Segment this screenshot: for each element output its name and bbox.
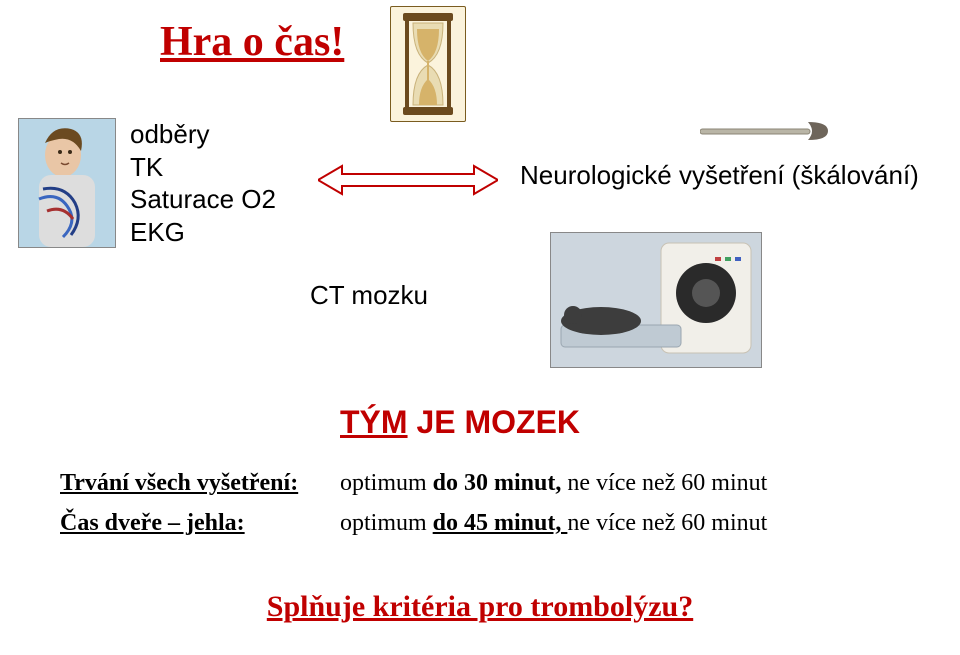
exam-list-item: odběry <box>130 118 276 151</box>
optimum-word: optimum <box>340 470 433 496</box>
page-title: Hra o čas! <box>160 18 344 66</box>
reflex-hammer-icon <box>700 116 830 146</box>
nurse-photo <box>18 118 116 248</box>
tym-underline: TÝM <box>340 404 408 440</box>
exam-list-item: EKG <box>130 216 276 249</box>
door-needle-max: ne více než 60 minut <box>567 510 767 536</box>
optimum-word: optimum <box>340 510 433 536</box>
exam-list-item: TK <box>130 151 276 184</box>
bi-arrow-icon <box>318 164 498 196</box>
duration-label: Trvání všech vyšetření: <box>60 470 298 496</box>
duration-row: Trvání všech vyšetření: optimum do 30 mi… <box>60 470 298 497</box>
ct-scanner-photo <box>550 232 762 368</box>
hourglass-icon <box>390 6 466 122</box>
tym-heading: TÝM JE MOZEK <box>340 404 580 441</box>
exam-list: odběry TK Saturace O2 EKG <box>130 118 276 248</box>
neuro-exam-label: Neurologické vyšetření (škálování) <box>520 160 919 191</box>
footer-question: Splňuje kritéria pro trombolýzu? <box>0 590 960 624</box>
duration-max: ne více než 60 minut <box>567 470 767 496</box>
exam-list-item: Saturace O2 <box>130 183 276 216</box>
door-needle-row: Čas dveře – jehla: optimum do 45 minut, … <box>60 510 245 537</box>
tym-rest: JE MOZEK <box>408 404 580 440</box>
ct-label: CT mozku <box>310 280 428 311</box>
door-needle-optimum: do 45 minut, <box>433 510 568 536</box>
duration-optimum: do 30 minut, <box>433 470 568 496</box>
door-needle-label: Čas dveře – jehla: <box>60 510 245 536</box>
